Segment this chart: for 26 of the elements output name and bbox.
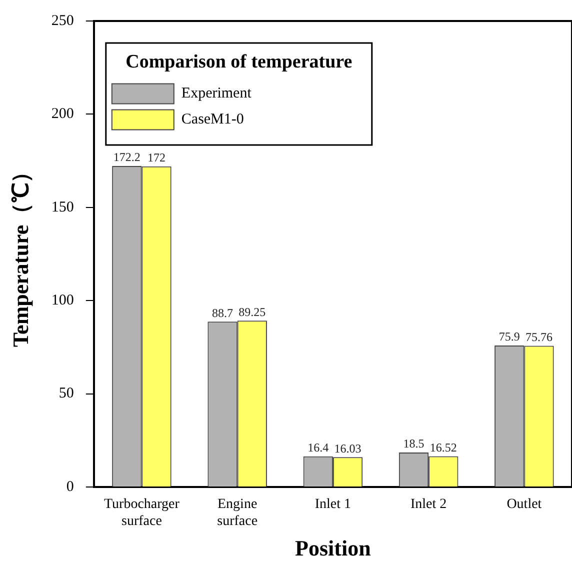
y-tick-label: 0 <box>66 478 74 495</box>
data-label: 16.4 <box>308 440 329 455</box>
y-axis-title: Temperature（℃） <box>8 160 33 348</box>
data-label: 75.9 <box>498 330 520 344</box>
x-axis-title: Position <box>295 535 371 560</box>
legend-label: CaseM1-0 <box>181 112 244 128</box>
y-tick-label: 100 <box>51 292 74 309</box>
y-tick-label: 50 <box>58 386 74 402</box>
y-tick-label: 250 <box>51 12 74 29</box>
data-label: 18.5 <box>403 436 424 451</box>
data-label: 172.2 <box>113 150 140 164</box>
x-tick-label: Inlet 1 <box>314 497 352 512</box>
legend-label: Experiment <box>181 86 252 102</box>
x-tick-label: Outlet <box>506 497 542 512</box>
data-label: 16.03 <box>334 441 362 456</box>
y-tick-label: 150 <box>51 199 74 216</box>
y-tick-label: 200 <box>51 106 74 122</box>
x-tick-label: Engine surface <box>217 497 258 529</box>
x-tick-label: Turbocharger surface <box>104 497 180 529</box>
data-label: 75.76 <box>526 330 553 344</box>
data-label: 88.7 <box>212 306 234 320</box>
x-tick-label: Inlet 2 <box>410 497 447 512</box>
data-label: 89.25 <box>238 304 266 319</box>
data-label: 16.52 <box>430 440 457 454</box>
legend-title: Comparison of temperature <box>126 51 352 72</box>
data-label: 172 <box>148 150 166 165</box>
